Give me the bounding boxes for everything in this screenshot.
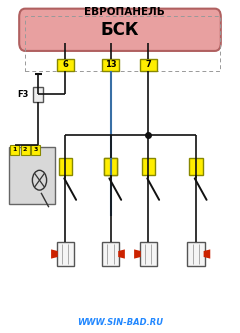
Text: 13: 13 <box>105 60 116 69</box>
Text: 3: 3 <box>33 148 37 153</box>
Bar <box>187 242 205 266</box>
Polygon shape <box>51 249 58 259</box>
Bar <box>142 158 155 175</box>
Bar <box>189 158 203 175</box>
Polygon shape <box>118 249 125 259</box>
Text: 7: 7 <box>146 60 151 69</box>
Text: 6: 6 <box>62 60 68 69</box>
Text: БСК: БСК <box>101 21 139 39</box>
Bar <box>57 59 73 71</box>
Bar <box>102 242 120 266</box>
Text: 1: 1 <box>13 148 17 153</box>
Bar <box>104 158 117 175</box>
Bar <box>25 16 220 71</box>
Bar <box>57 242 74 266</box>
FancyBboxPatch shape <box>19 9 221 51</box>
Text: ЕВРОПАНЕЛЬ: ЕВРОПАНЕЛЬ <box>84 7 165 17</box>
Bar <box>8 147 55 204</box>
Polygon shape <box>134 249 141 259</box>
Bar <box>59 158 72 175</box>
Text: F3: F3 <box>17 90 28 99</box>
Bar <box>102 59 119 71</box>
Bar <box>140 59 156 71</box>
Bar <box>33 87 43 102</box>
Polygon shape <box>204 249 210 259</box>
Text: WWW.SIN-BAD.RU: WWW.SIN-BAD.RU <box>77 318 163 327</box>
Bar <box>140 242 157 266</box>
Bar <box>10 145 19 155</box>
Bar <box>21 145 30 155</box>
Bar <box>31 145 40 155</box>
Text: 2: 2 <box>23 148 27 153</box>
Bar <box>104 158 117 175</box>
